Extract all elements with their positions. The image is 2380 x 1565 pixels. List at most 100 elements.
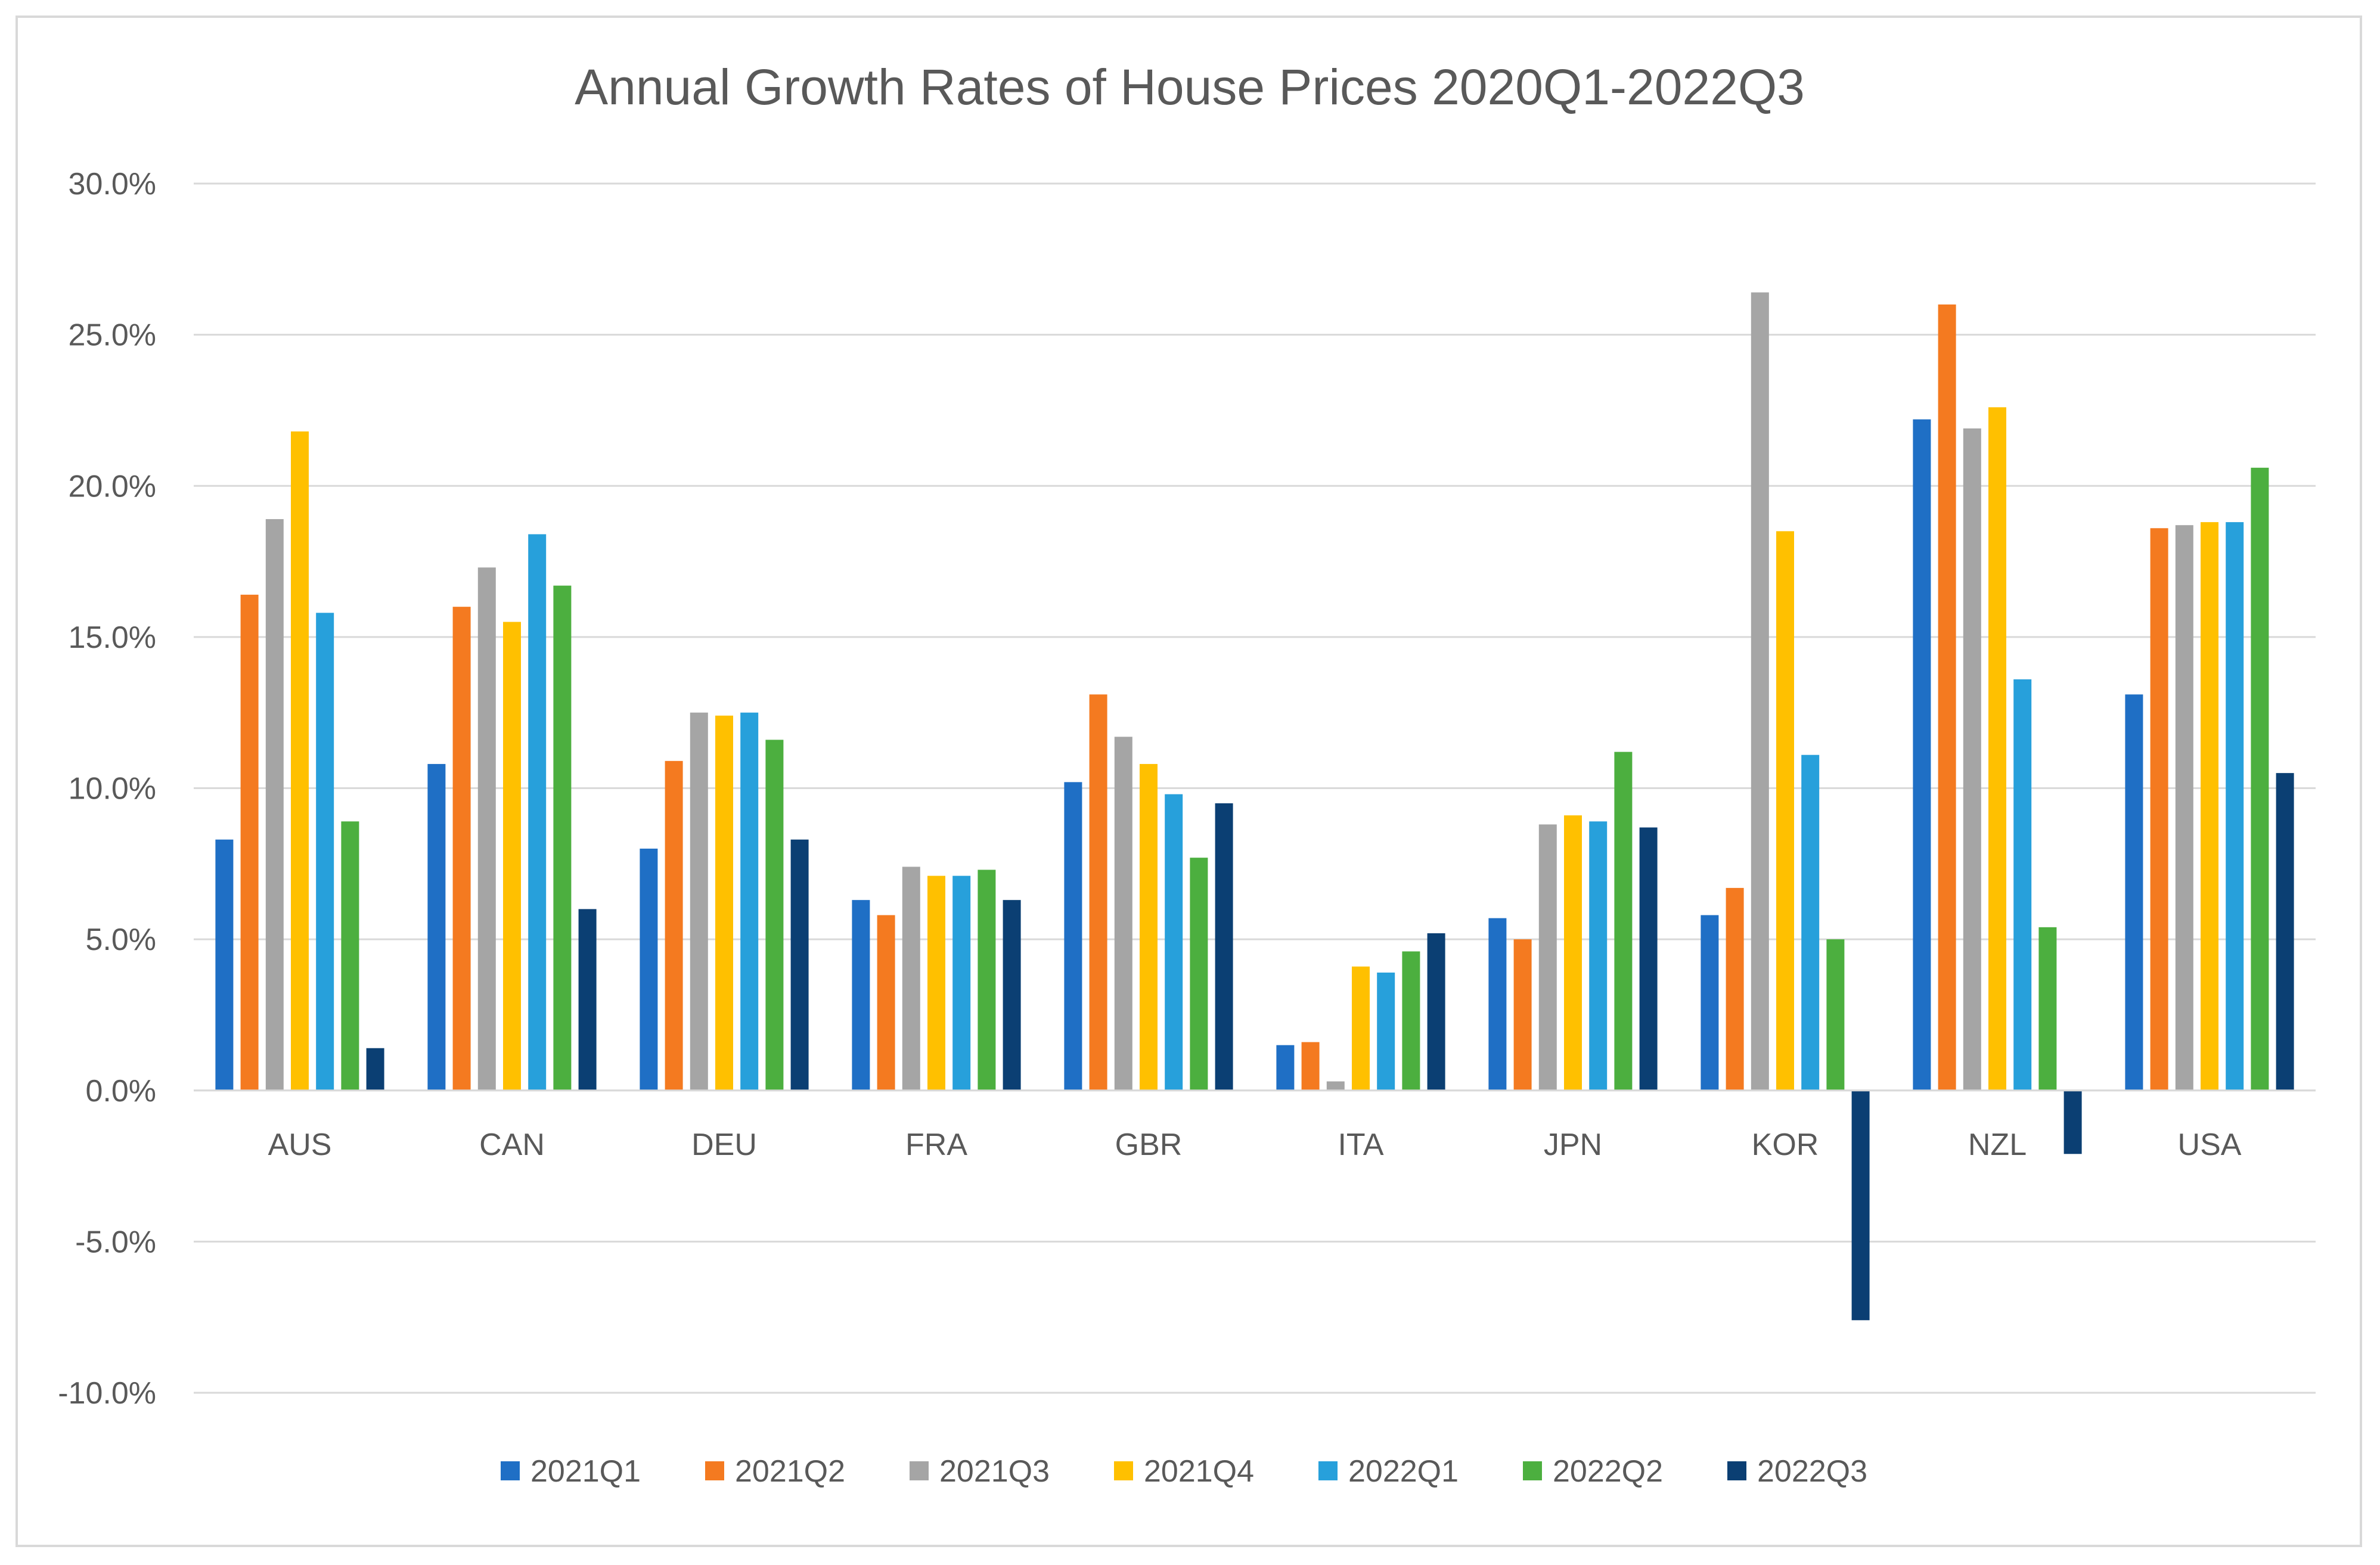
bar-usa-2022q1 [2226, 522, 2244, 1091]
y-tick-label: 20.0% [69, 469, 156, 504]
bar-deu-2021q1 [640, 848, 658, 1091]
bar-jpn-2021q1 [1488, 918, 1507, 1091]
bar-can-2022q2 [553, 585, 572, 1091]
bar-jpn-2021q4 [1564, 815, 1582, 1091]
x-tick-label: NZL [1968, 1128, 2027, 1162]
bar-usa-2022q2 [2251, 467, 2269, 1091]
bar-aus-2022q1 [316, 613, 334, 1091]
bar-ita-2021q4 [1352, 966, 1370, 1091]
bar-ita-2022q3 [1427, 933, 1445, 1091]
bar-aus-2022q2 [341, 821, 359, 1091]
bar-deu-2021q2 [665, 760, 683, 1091]
legend-swatch [1727, 1461, 1746, 1480]
bar-can-2021q2 [452, 607, 471, 1091]
y-tick-label: -5.0% [75, 1225, 156, 1259]
legend-label: 2021Q1 [530, 1454, 641, 1489]
y-tick-label: 25.0% [69, 318, 156, 353]
bar-usa-2022q3 [2276, 773, 2294, 1091]
bar-fra-2022q2 [978, 870, 996, 1091]
bar-nzl-2021q2 [1938, 304, 1956, 1091]
bar-can-2021q3 [477, 567, 496, 1091]
bar-deu-2021q3 [690, 712, 708, 1091]
legend-label: 2022Q1 [1348, 1454, 1459, 1489]
bar-fra-2021q2 [877, 915, 895, 1091]
x-tick-label: FRA [905, 1128, 967, 1162]
x-tick-label: KOR [1752, 1128, 1819, 1162]
y-tick-label: 15.0% [69, 620, 156, 655]
bar-kor-2021q3 [1751, 292, 1769, 1091]
legend-label: 2022Q2 [1553, 1454, 1663, 1489]
legend-label: 2021Q3 [939, 1454, 1050, 1489]
bar-usa-2021q2 [2150, 528, 2168, 1091]
legend-swatch [1318, 1461, 1338, 1480]
x-tick-label: AUS [268, 1128, 332, 1162]
bar-fra-2022q1 [952, 875, 971, 1091]
bar-gbr-2021q3 [1114, 737, 1132, 1091]
bar-aus-2021q4 [291, 431, 309, 1091]
y-tick-label: 5.0% [85, 923, 156, 957]
x-tick-label: USA [2178, 1128, 2242, 1162]
bar-ita-2021q3 [1326, 1081, 1345, 1091]
bar-jpn-2021q2 [1513, 939, 1532, 1091]
bar-ita-2022q2 [1402, 951, 1420, 1091]
bar-aus-2021q1 [215, 839, 234, 1091]
bar-fra-2021q4 [927, 875, 945, 1091]
bar-aus-2021q2 [240, 594, 259, 1091]
chart-title: Annual Growth Rates of House Prices 2020… [575, 59, 1805, 115]
bar-usa-2021q1 [2125, 694, 2143, 1091]
bar-kor-2022q1 [1801, 754, 1820, 1091]
x-tick-label: CAN [479, 1128, 545, 1162]
y-tick-label: -10.0% [58, 1376, 156, 1411]
legend-swatch [910, 1461, 929, 1480]
bar-nzl-2022q1 [2013, 679, 2032, 1091]
bar-gbr-2021q1 [1064, 782, 1082, 1091]
bar-nzl-2021q3 [1963, 428, 1981, 1091]
x-tick-label: JPN [1544, 1128, 1602, 1162]
bar-jpn-2022q1 [1589, 821, 1608, 1091]
bar-deu-2022q1 [740, 712, 759, 1091]
bar-aus-2021q3 [265, 519, 284, 1091]
bar-can-2021q1 [427, 763, 446, 1091]
x-tick-label: GBR [1115, 1128, 1183, 1162]
legend-label: 2022Q3 [1757, 1454, 1867, 1489]
bar-fra-2021q1 [852, 900, 870, 1091]
legend-swatch [501, 1461, 520, 1480]
bar-can-2022q3 [578, 909, 597, 1091]
legend-label: 2021Q4 [1144, 1454, 1254, 1489]
legend-swatch [705, 1461, 724, 1480]
bar-aus-2022q3 [366, 1048, 384, 1091]
bar-deu-2022q2 [765, 740, 784, 1091]
legend-swatch [1523, 1461, 1542, 1480]
bar-kor-2022q2 [1826, 939, 1845, 1091]
bar-ita-2021q2 [1301, 1042, 1320, 1091]
bar-gbr-2021q2 [1089, 694, 1107, 1091]
y-tick-label: 0.0% [85, 1074, 156, 1108]
bar-nzl-2022q3 [2064, 1090, 2082, 1154]
bar-ita-2021q1 [1276, 1045, 1295, 1091]
bars [194, 292, 2316, 1321]
bar-can-2022q1 [528, 534, 547, 1091]
legend-label: 2021Q2 [735, 1454, 845, 1489]
bar-jpn-2022q2 [1614, 752, 1633, 1091]
bar-can-2021q4 [503, 622, 521, 1091]
gridlines [194, 182, 2316, 1394]
bar-fra-2021q3 [902, 867, 920, 1091]
bar-kor-2021q1 [1701, 915, 1719, 1091]
y-axis: -10.0% -5.0% 0.0% 5.0% 10.0% 15.0% 20.0% 25.0% 3… [58, 167, 156, 1411]
bar-usa-2021q4 [2201, 522, 2218, 1091]
bar-nzl-2021q4 [1988, 407, 2006, 1091]
bar-nzl-2021q1 [1913, 419, 1931, 1091]
bar-jpn-2022q3 [1639, 827, 1658, 1091]
bar-gbr-2022q2 [1190, 858, 1208, 1091]
bar-deu-2021q4 [715, 715, 733, 1091]
legend-swatch [1114, 1461, 1133, 1480]
bar-nzl-2022q2 [2038, 927, 2057, 1091]
bar-jpn-2021q3 [1538, 824, 1557, 1091]
bar-kor-2022q3 [1851, 1090, 1870, 1321]
y-tick-label: 30.0% [69, 167, 156, 201]
legend: 2021Q1 2021Q2 2021Q3 2021Q4 2022Q1 2022Q2 2022… [501, 1454, 1867, 1489]
bar-kor-2021q4 [1776, 531, 1794, 1091]
bar-gbr-2021q4 [1140, 763, 1158, 1091]
bar-usa-2021q3 [2175, 525, 2193, 1091]
